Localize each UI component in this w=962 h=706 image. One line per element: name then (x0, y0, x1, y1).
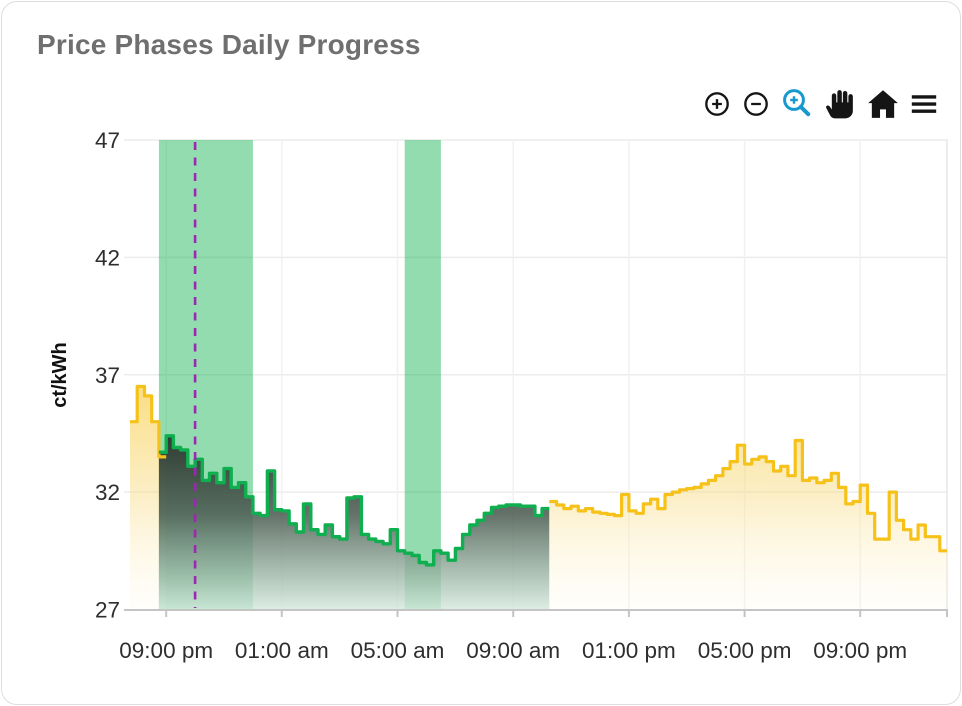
y-tick-label-42: 42 (95, 245, 120, 270)
price-yellow-late-line (549, 438, 947, 553)
box-zoom-icon (783, 89, 811, 117)
axis-labels: 27 32 37 42 47 09:00 pm 01:00 am 05:00 am 09:00 … (49, 128, 907, 663)
price-yellow-late-area (549, 440, 947, 611)
y-axis-title: ct/kWh (49, 342, 71, 408)
x-tick-label: 09:00 pm (813, 638, 907, 663)
y-tick-label-37: 37 (95, 363, 120, 388)
y-tick-label-47: 47 (95, 128, 120, 153)
zoom-out-button[interactable] (741, 89, 771, 119)
price-green-phase-area (158, 435, 550, 611)
x-tick-label: 01:00 pm (582, 638, 676, 663)
green-phase-window-2 (404, 140, 441, 610)
home-icon (868, 90, 898, 118)
y-tick-label-27: 27 (95, 598, 120, 623)
pan-button[interactable] (823, 87, 857, 121)
zoom-in-icon (705, 92, 729, 116)
price-green-phase-line (158, 434, 550, 567)
x-tick-label: 09:00 am (466, 638, 560, 663)
chart-title: Price Phases Daily Progress (37, 29, 421, 60)
axes (124, 609, 948, 617)
pan-icon (826, 90, 853, 119)
x-tick-label: 05:00 pm (698, 638, 792, 663)
menu-icon (911, 95, 937, 113)
menu-button[interactable] (909, 89, 939, 119)
price-series (130, 384, 947, 611)
x-tick-label: 01:00 am (235, 638, 329, 663)
x-tick-label: 09:00 pm (119, 638, 213, 663)
price-yellow-early-area (130, 386, 167, 611)
zoom-in-button[interactable] (702, 89, 732, 119)
chart-toolbar (702, 87, 939, 121)
x-tick-label: 05:00 am (351, 638, 445, 663)
home-button[interactable] (866, 87, 900, 121)
price-yellow-early-line (130, 384, 167, 459)
y-tick-label-32: 32 (95, 480, 120, 505)
zoom-out-icon (744, 92, 768, 116)
box-zoom-button[interactable] (780, 87, 814, 121)
